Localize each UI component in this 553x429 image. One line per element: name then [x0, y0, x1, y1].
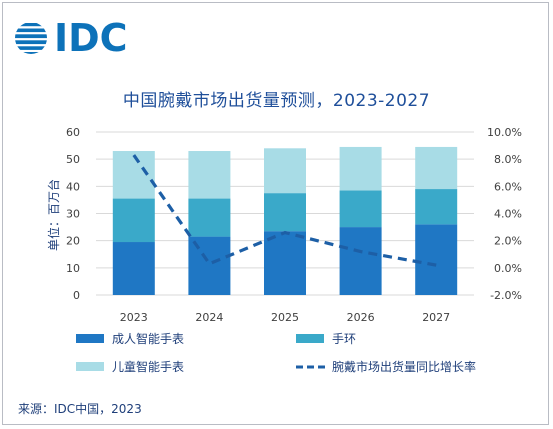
- y2-tick-label: 2.0%: [494, 235, 522, 248]
- bar-2027-s0: [415, 224, 458, 295]
- y2-tick-label: 6.0%: [494, 180, 522, 193]
- bar-2023-s2: [112, 151, 155, 199]
- legend-label: 腕戴市场出货量同比增长率: [332, 359, 476, 374]
- y-tick-label: 20: [66, 235, 80, 248]
- y-tick-label: 10: [66, 262, 80, 275]
- bar-2024-s1: [188, 198, 231, 237]
- y-tick-label: 50: [66, 153, 80, 166]
- legend-label: 儿童智能手表: [112, 359, 184, 374]
- legend-label: 手环: [332, 332, 356, 346]
- y2-tick-label: -2.0%: [490, 289, 522, 302]
- bar-2025-s0: [264, 231, 306, 295]
- legend-swatch: [76, 362, 104, 371]
- x-tick-label: 2027: [422, 311, 450, 324]
- legend-swatch: [296, 334, 324, 343]
- bar-2025-s2: [264, 148, 306, 194]
- x-tick-label: 2026: [347, 311, 375, 324]
- bar-2026-s2: [339, 146, 382, 191]
- legend-label: 成人智能手表: [112, 331, 184, 346]
- bar-2023-s1: [112, 198, 155, 243]
- bar-2026-s1: [339, 190, 382, 228]
- bar-2024-s2: [188, 151, 231, 199]
- bar-2023-s0: [112, 242, 155, 295]
- y-axis-ticks: 0 10 20 30 40 50 60: [66, 126, 80, 302]
- idc-logo: IDC: [14, 18, 128, 58]
- y-tick-label: 60: [66, 126, 80, 139]
- x-axis-ticks: 2023 2024 2025 2026 2027: [120, 311, 450, 324]
- x-tick-label: 2025: [271, 311, 299, 324]
- y-tick-label: 0: [73, 289, 80, 302]
- bar-2025-s1: [264, 193, 306, 232]
- bar-2027-s1: [415, 189, 458, 225]
- chart-title: 中国腕戴市场出货量预测，2023-2027: [122, 91, 431, 111]
- y-tick-label: 30: [66, 208, 80, 221]
- y2-tick-label: 4.0%: [494, 208, 522, 221]
- y-axis-label: 单位：百万台: [46, 179, 61, 251]
- legend-swatch: [76, 334, 104, 343]
- growth-line: [132, 154, 437, 267]
- globe-icon: [15, 23, 47, 54]
- y-tick-label: 40: [66, 180, 80, 193]
- bar-2027-s2: [415, 146, 458, 190]
- x-tick-label: 2023: [120, 311, 148, 324]
- source-note: 来源：IDC中国，2023: [18, 402, 142, 416]
- bars: [112, 146, 458, 295]
- x-tick-label: 2024: [195, 311, 223, 324]
- y2-tick-label: 0.0%: [494, 262, 522, 275]
- logo-text: IDC: [54, 16, 128, 60]
- y2-tick-label: 8.0%: [494, 153, 522, 166]
- y2-tick-label: 10.0%: [487, 126, 522, 139]
- bar-2026-s0: [339, 227, 382, 295]
- y2-axis-ticks: -2.0% 0.0% 2.0% 4.0% 6.0% 8.0% 10.0%: [487, 126, 522, 302]
